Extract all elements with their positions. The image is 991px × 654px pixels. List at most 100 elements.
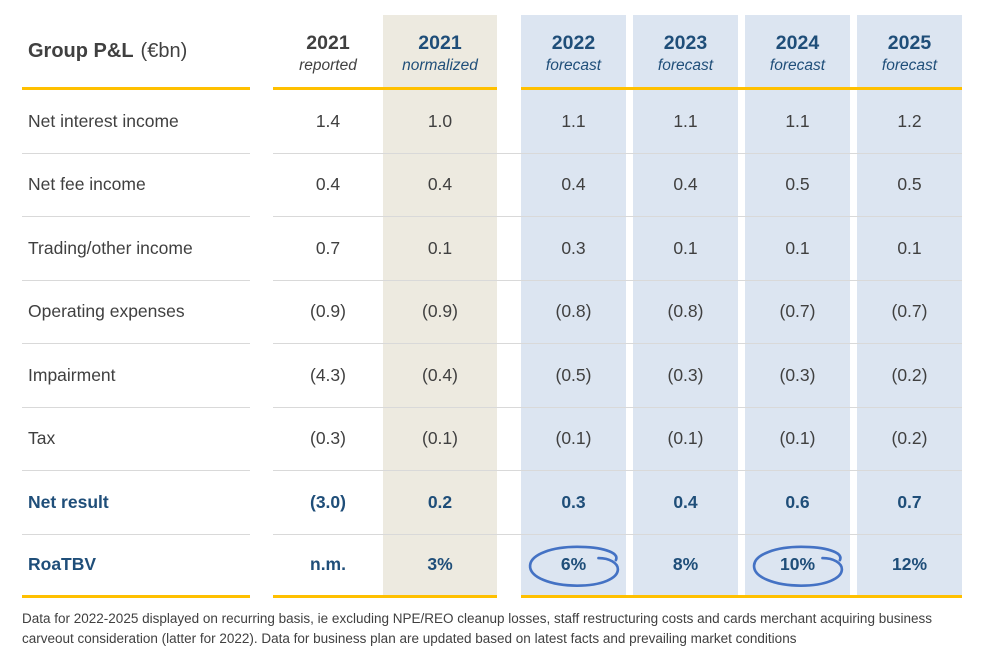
cell-net-result-2024-forecast: 0.6 <box>745 471 850 535</box>
row-gap <box>497 281 521 344</box>
table-title: Group P&L (€bn) <box>22 15 250 90</box>
cell-operating-expenses-2025-forecast: (0.7) <box>857 280 962 344</box>
cell-tax-2024-forecast: (0.1) <box>745 407 850 471</box>
cell-value: (0.2) <box>891 428 928 449</box>
row-label-net-interest-income: Net interest income <box>22 90 250 154</box>
cell-value: (4.3) <box>310 364 346 385</box>
row-gap <box>250 281 273 345</box>
cell-value: (0.1) <box>422 428 458 449</box>
row-gap <box>250 344 273 408</box>
column-subtitle: forecast <box>657 56 714 74</box>
row-label-net-fee-income: Net fee income <box>22 154 250 217</box>
row-gap <box>626 154 633 217</box>
row-gap <box>497 90 521 154</box>
row-gap <box>250 408 273 472</box>
cell-operating-expenses-2021-normalized: (0.9) <box>383 280 497 344</box>
row-gap <box>738 281 745 344</box>
row-gap <box>626 471 633 535</box>
row-gap <box>497 535 521 599</box>
cell-trading-other-income-2021-normalized: 0.1 <box>383 217 497 281</box>
cell-net-fee-income-2021-normalized: 0.4 <box>383 153 497 217</box>
cell-roatbv-2025-forecast: 12% <box>857 534 962 598</box>
cell-operating-expenses-2021-reported: (0.9) <box>273 281 383 344</box>
cell-value: 0.4 <box>561 174 586 195</box>
cell-value: (0.7) <box>779 301 816 322</box>
row-gap <box>250 471 273 535</box>
row-label-tax: Tax <box>22 408 250 471</box>
cell-roatbv-2021-reported: n.m. <box>273 535 383 598</box>
cell-value: n.m. <box>310 554 346 575</box>
cell-tax-2022-forecast: (0.1) <box>521 407 626 471</box>
cell-value: (0.9) <box>310 301 346 322</box>
cell-trading-other-income-2022-forecast: 0.3 <box>521 217 626 281</box>
row-gap <box>626 535 633 598</box>
cell-value: 0.4 <box>673 174 698 195</box>
row-gap <box>850 344 857 408</box>
cell-roatbv-2022-forecast: 6% <box>521 534 626 598</box>
row-gap <box>626 90 633 154</box>
cell-net-result-2025-forecast: 0.7 <box>857 471 962 535</box>
cell-value: 1.1 <box>673 110 698 131</box>
column-header-2024-forecast: 2024 forecast <box>745 15 850 90</box>
cell-value: 12% <box>891 554 928 575</box>
cell-value: 0.1 <box>785 237 810 258</box>
row-gap <box>850 90 857 154</box>
cell-value: 0.7 <box>315 237 341 258</box>
cell-net-fee-income-2021-reported: 0.4 <box>273 154 383 217</box>
table-title-main: Group P&L <box>28 39 134 62</box>
cell-value: (0.3) <box>779 364 816 385</box>
cell-net-interest-income-2025-forecast: 1.2 <box>857 90 962 154</box>
pnl-table: Group P&L (€bn) 2021 reported 2021 normaliz… <box>22 15 962 598</box>
column-year: 2025 <box>887 32 932 55</box>
row-gap <box>738 217 745 281</box>
cell-value: (3.0) <box>310 491 346 512</box>
cell-value: (0.3) <box>310 428 346 449</box>
cell-operating-expenses-2022-forecast: (0.8) <box>521 280 626 344</box>
row-gap <box>850 471 857 535</box>
row-gap <box>497 408 521 471</box>
cell-value: 0.7 <box>897 491 922 512</box>
footnote-text: Data for 2022-2025 displayed on recurrin… <box>22 611 932 647</box>
cell-value: 0.1 <box>427 237 453 258</box>
cell-value: 0.4 <box>673 491 698 512</box>
column-subtitle: forecast <box>545 56 602 74</box>
cell-value: 0.5 <box>785 174 810 195</box>
cell-roatbv-2021-normalized: 3% <box>383 534 497 598</box>
cell-value: 0.3 <box>561 491 586 512</box>
cell-net-result-2021-reported: (3.0) <box>273 471 383 535</box>
header-gap <box>250 15 273 90</box>
header-gap <box>626 15 633 90</box>
row-gap <box>738 90 745 154</box>
row-gap <box>250 90 273 154</box>
row-gap <box>850 217 857 281</box>
header-gap <box>738 15 745 90</box>
cell-value: (0.9) <box>422 301 458 322</box>
cell-net-interest-income-2024-forecast: 1.1 <box>745 90 850 154</box>
cell-value: 1.0 <box>427 110 453 131</box>
column-header-2023-forecast: 2023 forecast <box>633 15 738 90</box>
row-gap <box>250 535 273 599</box>
cell-value: 0.1 <box>897 237 922 258</box>
column-year: 2021 <box>418 32 462 55</box>
cell-value: 1.1 <box>785 110 810 131</box>
row-gap <box>738 344 745 408</box>
cell-operating-expenses-2024-forecast: (0.7) <box>745 280 850 344</box>
cell-trading-other-income-2021-reported: 0.7 <box>273 217 383 281</box>
cell-net-interest-income-2023-forecast: 1.1 <box>633 90 738 154</box>
row-gap <box>497 154 521 217</box>
column-year: 2021 <box>306 32 350 55</box>
column-subtitle: forecast <box>769 56 826 74</box>
cell-value: (0.5) <box>555 364 592 385</box>
cell-tax-2021-normalized: (0.1) <box>383 407 497 471</box>
row-gap <box>497 471 521 535</box>
row-gap <box>626 281 633 344</box>
cell-net-fee-income-2022-forecast: 0.4 <box>521 153 626 217</box>
cell-tax-2023-forecast: (0.1) <box>633 407 738 471</box>
row-gap <box>626 217 633 281</box>
cell-tax-2021-reported: (0.3) <box>273 408 383 471</box>
column-header-2025-forecast: 2025 forecast <box>857 15 962 90</box>
cell-value: 1.4 <box>315 110 341 131</box>
cell-value: 10% <box>779 554 816 575</box>
row-gap <box>738 408 745 471</box>
